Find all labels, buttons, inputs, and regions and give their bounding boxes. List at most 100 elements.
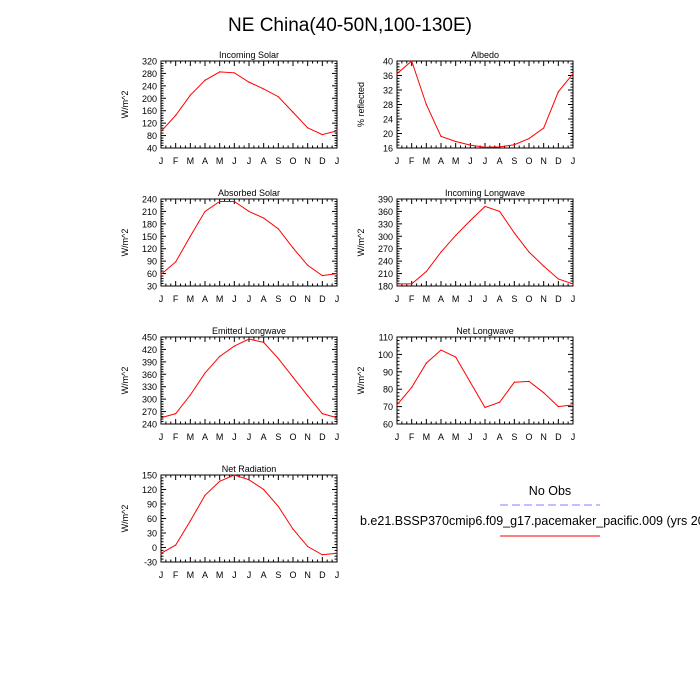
- plot-frame: [160, 474, 338, 563]
- y-tick-label: 20: [383, 129, 393, 139]
- y-tick-label: 120: [142, 244, 157, 254]
- x-tick-label: J: [395, 294, 400, 304]
- data-point: [440, 251, 442, 253]
- plot-frame: [396, 198, 574, 287]
- data-point: [499, 210, 501, 213]
- data-point: [160, 417, 162, 419]
- x-tick-label: J: [247, 156, 252, 166]
- y-tick-label: 60: [147, 514, 157, 524]
- data-point: [277, 228, 279, 230]
- y-tick-label: 60: [147, 269, 157, 279]
- data-point: [248, 81, 250, 83]
- plot-frame: [160, 198, 338, 287]
- data-point: [440, 349, 442, 351]
- data-point: [277, 96, 279, 98]
- data-point: [175, 261, 177, 263]
- data-point: [396, 404, 398, 406]
- x-tick-label: A: [202, 432, 208, 442]
- data-point: [263, 341, 265, 343]
- x-tick-label: F: [173, 294, 179, 304]
- y-tick-label: 40: [147, 144, 157, 154]
- y-tick-label: 390: [142, 357, 157, 367]
- plot-frame: [160, 336, 338, 425]
- x-tick-label: J: [335, 570, 340, 580]
- x-tick-label: O: [289, 570, 296, 580]
- x-tick-label: M: [423, 156, 431, 166]
- data-point: [513, 381, 515, 383]
- x-tick-label: M: [216, 294, 224, 304]
- y-tick-label: 36: [383, 71, 393, 81]
- x-tick-label: A: [202, 156, 208, 166]
- data-point: [499, 401, 501, 403]
- data-point: [425, 103, 427, 106]
- data-point: [321, 275, 323, 277]
- x-tick-label: F: [173, 432, 179, 442]
- y-tick-label: 90: [147, 257, 157, 267]
- data-point: [219, 480, 221, 482]
- series-line: [160, 474, 338, 556]
- data-point: [469, 219, 471, 222]
- y-axis-label: W/m^2: [120, 91, 130, 119]
- panel-title: Net Radiation: [222, 464, 277, 474]
- x-tick-label: M: [452, 294, 460, 304]
- x-tick-label: J: [571, 156, 576, 166]
- x-tick-label: M: [187, 294, 195, 304]
- x-tick-label: J: [247, 432, 252, 442]
- y-axis-label: W/m^2: [120, 505, 130, 533]
- data-point: [572, 283, 574, 285]
- x-tick-label: F: [173, 156, 179, 166]
- panel-title: Incoming Solar: [219, 50, 279, 60]
- y-tick-label: 180: [142, 219, 157, 229]
- data-point: [219, 200, 221, 203]
- x-tick-label: N: [540, 432, 547, 442]
- data-point: [160, 273, 162, 275]
- tick-marks: [160, 60, 338, 149]
- series-line: [160, 338, 338, 419]
- y-tick-label: 0: [152, 543, 157, 553]
- data-point: [321, 554, 323, 556]
- x-tick-label: F: [409, 294, 415, 304]
- data-point: [189, 520, 191, 522]
- x-tick-label: A: [497, 156, 503, 166]
- data-point: [396, 73, 398, 75]
- y-tick-label: 32: [383, 86, 393, 96]
- x-tick-label: J: [468, 294, 473, 304]
- x-tick-label: J: [159, 294, 164, 304]
- x-tick-label: A: [438, 294, 444, 304]
- x-tick-label: N: [304, 570, 311, 580]
- data-point: [204, 210, 206, 213]
- data-point: [233, 345, 235, 347]
- data-point: [307, 264, 309, 266]
- data-point: [557, 406, 559, 408]
- x-tick-label: M: [423, 432, 431, 442]
- y-tick-label: 24: [383, 115, 393, 125]
- y-tick-label: 150: [142, 232, 157, 242]
- x-tick-label: A: [438, 432, 444, 442]
- data-point: [543, 265, 545, 267]
- y-tick-label: 270: [142, 407, 157, 417]
- x-tick-label: J: [232, 294, 237, 304]
- data-point: [396, 283, 398, 285]
- data-point: [557, 278, 559, 280]
- data-point: [336, 417, 338, 419]
- x-tick-label: J: [395, 432, 400, 442]
- data-point: [292, 247, 294, 249]
- x-tick-label: J: [395, 156, 400, 166]
- panel-title: Absorbed Solar: [218, 188, 280, 198]
- y-tick-label: 240: [378, 257, 393, 267]
- panel-title: Net Longwave: [456, 326, 514, 336]
- y-tick-label: 28: [383, 100, 393, 110]
- series-line: [396, 349, 574, 409]
- y-axis-label: W/m^2: [356, 229, 366, 257]
- data-point: [543, 392, 545, 394]
- x-tick-label: J: [232, 432, 237, 442]
- data-point: [175, 544, 177, 546]
- data-point: [557, 91, 559, 93]
- y-tick-label: 90: [383, 367, 393, 377]
- data-point: [411, 283, 413, 285]
- x-tick-label: J: [571, 432, 576, 442]
- data-point: [336, 552, 338, 554]
